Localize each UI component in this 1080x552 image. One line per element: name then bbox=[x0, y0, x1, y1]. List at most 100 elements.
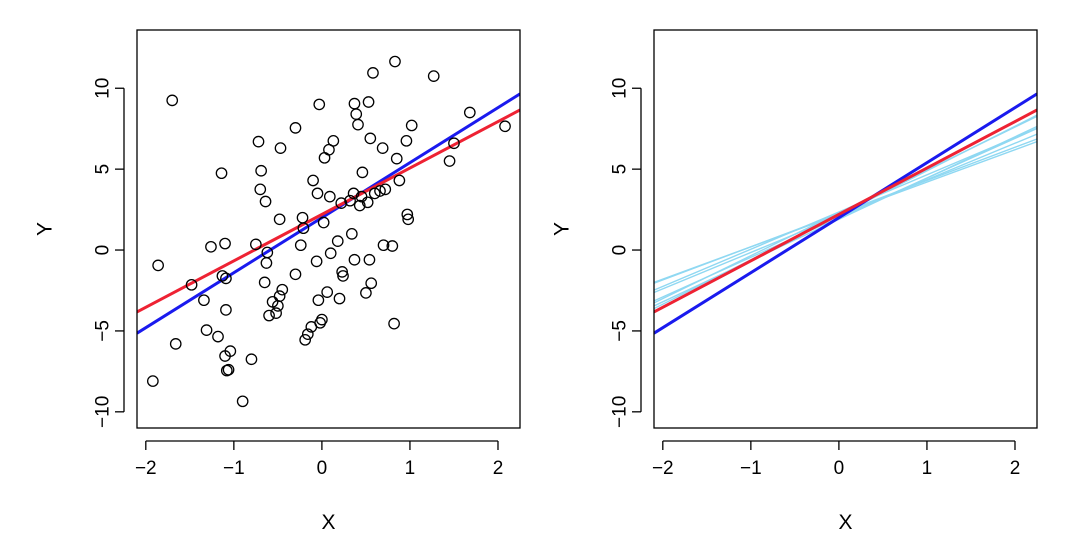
left-data-point-84 bbox=[379, 183, 392, 196]
left-data-point-68 bbox=[350, 108, 363, 120]
left-data-point-51 bbox=[317, 216, 330, 229]
left-data-point-76 bbox=[363, 253, 376, 266]
left-x-tick-label-0: −2 bbox=[135, 458, 157, 479]
left-data-point-95 bbox=[443, 155, 456, 167]
left-data-point-88 bbox=[390, 152, 403, 165]
left-data-point-3 bbox=[169, 338, 182, 350]
left-data-point-14 bbox=[222, 363, 235, 376]
left-data-point-1 bbox=[152, 259, 164, 272]
left-data-point-80 bbox=[368, 187, 381, 200]
left-data-point-36 bbox=[289, 268, 302, 281]
left-data-point-30 bbox=[270, 307, 282, 319]
left-data-point-67 bbox=[348, 253, 361, 266]
left-data-point-44 bbox=[307, 174, 319, 187]
left-x-tick-label-4: 2 bbox=[493, 458, 504, 479]
left-data-point-92 bbox=[402, 213, 415, 226]
left-data-point-24 bbox=[258, 276, 271, 289]
left-data-point-33 bbox=[273, 213, 286, 226]
left-data-point-39 bbox=[296, 211, 309, 224]
left-data-point-10 bbox=[216, 270, 229, 282]
left-data-point-97 bbox=[463, 106, 476, 119]
left-data-point-23 bbox=[255, 164, 267, 177]
right-x-tick-label-2: 0 bbox=[834, 458, 845, 479]
left-data-point-70 bbox=[353, 199, 366, 212]
left-data-point-19 bbox=[245, 353, 258, 366]
left-data-point-38 bbox=[294, 239, 307, 252]
left-data-point-16 bbox=[220, 272, 232, 285]
left-data-point-91 bbox=[401, 208, 414, 221]
left-data-point-9 bbox=[215, 167, 228, 180]
right-y-tick-label-3: 5 bbox=[610, 164, 631, 175]
right-y-tick-label-0: −10 bbox=[610, 396, 631, 428]
left-data-point-34 bbox=[274, 142, 287, 154]
left-data-point-57 bbox=[327, 134, 340, 147]
left-data-point-48 bbox=[313, 98, 326, 111]
left-data-point-18 bbox=[236, 395, 249, 408]
left-data-point-28 bbox=[263, 309, 275, 322]
left-y-tick-label-4: 10 bbox=[93, 78, 114, 99]
left-data-point-78 bbox=[365, 277, 378, 290]
left-y-tick-label-3: 5 bbox=[93, 164, 114, 175]
left-data-point-45 bbox=[310, 255, 323, 268]
left-data-point-40 bbox=[297, 222, 310, 235]
right-y-tick-label-1: −5 bbox=[610, 320, 631, 342]
right-x-tick-label-3: 1 bbox=[922, 458, 933, 479]
left-data-point-56 bbox=[324, 247, 337, 260]
left-data-point-81 bbox=[374, 185, 386, 197]
left-data-point-47 bbox=[312, 294, 325, 307]
left-y-tick-label-1: −5 bbox=[93, 320, 114, 342]
left-data-point-7 bbox=[205, 240, 217, 253]
left-data-point-62 bbox=[337, 270, 349, 282]
left-data-point-50 bbox=[316, 313, 328, 326]
left-data-point-52 bbox=[318, 151, 331, 164]
left-data-point-83 bbox=[377, 239, 390, 252]
left-data-point-86 bbox=[388, 317, 400, 330]
left-data-point-26 bbox=[260, 257, 273, 269]
left-x-tick-label-3: 1 bbox=[405, 458, 416, 479]
left-data-point-60 bbox=[335, 197, 348, 209]
left-data-point-37 bbox=[289, 122, 302, 134]
right-x-tick-label-0: −2 bbox=[652, 458, 674, 479]
right-y-tick-label-2: 0 bbox=[610, 245, 631, 256]
left-data-point-64 bbox=[345, 228, 358, 240]
left-data-point-94 bbox=[427, 70, 440, 82]
left-data-point-66 bbox=[348, 97, 361, 110]
left-data-point-58 bbox=[331, 235, 344, 247]
left-data-point-79 bbox=[367, 67, 379, 79]
right-x-tick-label-4: 2 bbox=[1010, 458, 1021, 479]
left-data-point-75 bbox=[362, 96, 375, 108]
left-data-point-32 bbox=[273, 290, 286, 302]
right-true-line bbox=[654, 92, 1037, 335]
left-data-point-87 bbox=[389, 55, 401, 68]
left-x-tick-label-2: 0 bbox=[317, 458, 328, 479]
left-data-point-98 bbox=[499, 120, 511, 133]
right-plot-area bbox=[654, 92, 1037, 335]
left-data-point-15 bbox=[224, 345, 237, 358]
left-data-point-96 bbox=[448, 137, 460, 150]
left-data-point-42 bbox=[301, 328, 314, 341]
left-data-point-5 bbox=[198, 294, 210, 307]
right-y-axis-label: Y bbox=[551, 222, 574, 236]
left-data-point-46 bbox=[311, 187, 324, 200]
left-y-axis-label: Y bbox=[34, 222, 57, 236]
left-data-point-59 bbox=[333, 292, 346, 305]
left-data-point-85 bbox=[386, 240, 399, 252]
left-x-tick-label-1: −1 bbox=[223, 458, 245, 479]
left-data-point-27 bbox=[261, 246, 274, 259]
left-data-point-21 bbox=[252, 135, 265, 148]
left-data-point-25 bbox=[259, 195, 272, 208]
left-data-point-41 bbox=[299, 333, 312, 346]
right-y-tick-label-4: 10 bbox=[610, 78, 631, 99]
right-fitted-line bbox=[654, 108, 1037, 314]
left-data-point-82 bbox=[376, 142, 389, 154]
left-data-point-65 bbox=[347, 187, 360, 200]
left-data-point-4 bbox=[185, 278, 198, 291]
left-true-line bbox=[137, 92, 520, 335]
left-data-point-72 bbox=[356, 166, 369, 179]
left-data-point-12 bbox=[219, 237, 231, 250]
left-plot-area bbox=[137, 92, 520, 335]
left-data-point-35 bbox=[276, 283, 289, 296]
